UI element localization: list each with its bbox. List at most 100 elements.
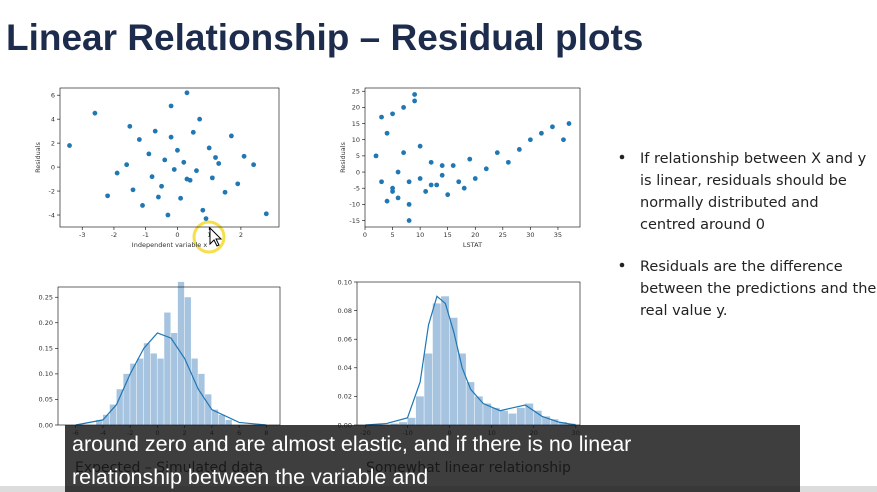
histogram-bar bbox=[143, 343, 151, 425]
y-tick-label: 6 bbox=[51, 91, 55, 99]
scatter-point bbox=[152, 128, 158, 134]
scatter-point bbox=[467, 156, 473, 162]
scatter-point bbox=[178, 195, 184, 201]
histogram-bar bbox=[198, 373, 205, 425]
scatter-point bbox=[209, 175, 215, 181]
y-axis-label: Residuals bbox=[34, 141, 42, 172]
scatter-point bbox=[428, 182, 434, 188]
scatter-point bbox=[445, 192, 451, 198]
scatter-point bbox=[263, 211, 269, 217]
slide-title: Linear Relationship – Residual plots bbox=[6, 17, 643, 58]
scatter-point bbox=[395, 169, 401, 175]
cursor-highlight bbox=[192, 220, 226, 254]
x-tick-label: 30 bbox=[526, 231, 534, 239]
scatter-point bbox=[235, 181, 241, 187]
y-tick-label: 0.02 bbox=[338, 393, 352, 401]
scatter-point bbox=[428, 159, 434, 165]
scatter-point bbox=[401, 104, 406, 110]
histogram-bar bbox=[184, 297, 191, 425]
scatter-point bbox=[194, 168, 199, 174]
scatter-point bbox=[114, 170, 120, 176]
scatter-point bbox=[395, 195, 401, 201]
histogram-bar bbox=[96, 419, 103, 425]
scatter-point bbox=[483, 166, 489, 172]
histogram-bar bbox=[466, 382, 475, 425]
subtitle-box bbox=[65, 425, 800, 492]
x-tick-label: 15 bbox=[444, 231, 452, 239]
y-tick-label: 0.25 bbox=[39, 294, 53, 302]
scatter-point bbox=[406, 201, 412, 207]
histogram-bar bbox=[171, 333, 178, 425]
kde-line bbox=[75, 332, 267, 426]
x-tick-label: -1 bbox=[142, 231, 148, 239]
histogram-bar bbox=[399, 422, 407, 425]
x-tick-label: 5 bbox=[390, 231, 394, 239]
y-tick-label: 0.10 bbox=[338, 278, 352, 286]
y-tick-label: 15 bbox=[352, 120, 360, 128]
histogram-bar bbox=[225, 419, 232, 425]
y-tick-label: 0.15 bbox=[39, 345, 53, 353]
y-tick-label: 5 bbox=[356, 152, 360, 160]
scatter-point bbox=[140, 203, 145, 208]
scatter-point bbox=[213, 155, 218, 160]
x-tick-label: 2 bbox=[239, 231, 243, 239]
bullet-line: Residuals are the difference bbox=[640, 259, 843, 275]
histogram-bar bbox=[109, 404, 117, 425]
scatter-point bbox=[423, 189, 429, 194]
scatter-point bbox=[379, 114, 384, 120]
scatter-point bbox=[206, 145, 212, 151]
scatter-point bbox=[136, 137, 142, 142]
scatter-point bbox=[494, 150, 500, 156]
kde-line bbox=[365, 295, 576, 426]
x-axis-label: Independent variable x bbox=[132, 241, 208, 249]
scatter-point bbox=[434, 182, 440, 188]
scatter-point bbox=[146, 151, 152, 157]
scatter-point bbox=[130, 187, 136, 193]
scatter-point bbox=[171, 167, 177, 172]
histogram-bar bbox=[525, 403, 534, 425]
chart-panel: 0 5 10 15 20 25 30 35 -15 -10 -5 0 5 10 15 20 25 LSTAT Res… bbox=[339, 88, 581, 249]
y-tick-label: 0.05 bbox=[39, 396, 53, 404]
scatter-point bbox=[516, 147, 522, 152]
scatter-point bbox=[168, 103, 174, 109]
x-tick-label: 1 bbox=[207, 231, 211, 239]
histogram-bar bbox=[164, 312, 171, 425]
histogram-bar bbox=[191, 358, 198, 425]
y-tick-label: 0 bbox=[356, 168, 360, 176]
histogram-bar bbox=[130, 363, 137, 425]
histogram-bar bbox=[415, 396, 424, 425]
scatter-point bbox=[251, 162, 257, 168]
bullet-text: Residuals are the difference between the … bbox=[640, 259, 876, 319]
scatter-point bbox=[384, 198, 390, 204]
scatter-point bbox=[406, 179, 412, 185]
histogram-bar bbox=[218, 414, 226, 425]
histogram-bar bbox=[136, 358, 144, 425]
y-tick-label: -2 bbox=[49, 187, 55, 195]
y-tick-label: 0.00 bbox=[39, 421, 53, 429]
histogram-bar bbox=[558, 422, 567, 425]
x-tick-label: 35 bbox=[554, 231, 562, 239]
scatter-point bbox=[175, 147, 180, 153]
bullet-line: centred around 0 bbox=[640, 217, 765, 233]
scatter-point bbox=[216, 161, 222, 166]
scatter-point bbox=[159, 183, 164, 189]
histogram-bar bbox=[424, 353, 433, 425]
scatter-point bbox=[241, 153, 247, 159]
subtitle-line: relationship between the variable and bbox=[72, 465, 428, 489]
histogram-bar bbox=[533, 410, 542, 425]
histogram-bar bbox=[508, 413, 517, 425]
scatter-point bbox=[401, 150, 406, 156]
y-tick-label: 25 bbox=[352, 88, 360, 96]
bullet-line: real value y. bbox=[640, 303, 727, 319]
histogram-bar bbox=[432, 303, 441, 425]
scatter-point bbox=[439, 172, 445, 178]
scatter-point bbox=[228, 133, 234, 139]
scatter-point bbox=[472, 176, 478, 181]
y-tick-label: -4 bbox=[49, 211, 55, 219]
scatter-point bbox=[527, 137, 533, 143]
x-axis-label: LSTAT bbox=[463, 241, 482, 249]
histogram-bar bbox=[441, 296, 450, 425]
scatter-point bbox=[184, 176, 190, 182]
scatter-point bbox=[439, 163, 445, 168]
bullet-line: normally distributed and bbox=[640, 195, 819, 211]
